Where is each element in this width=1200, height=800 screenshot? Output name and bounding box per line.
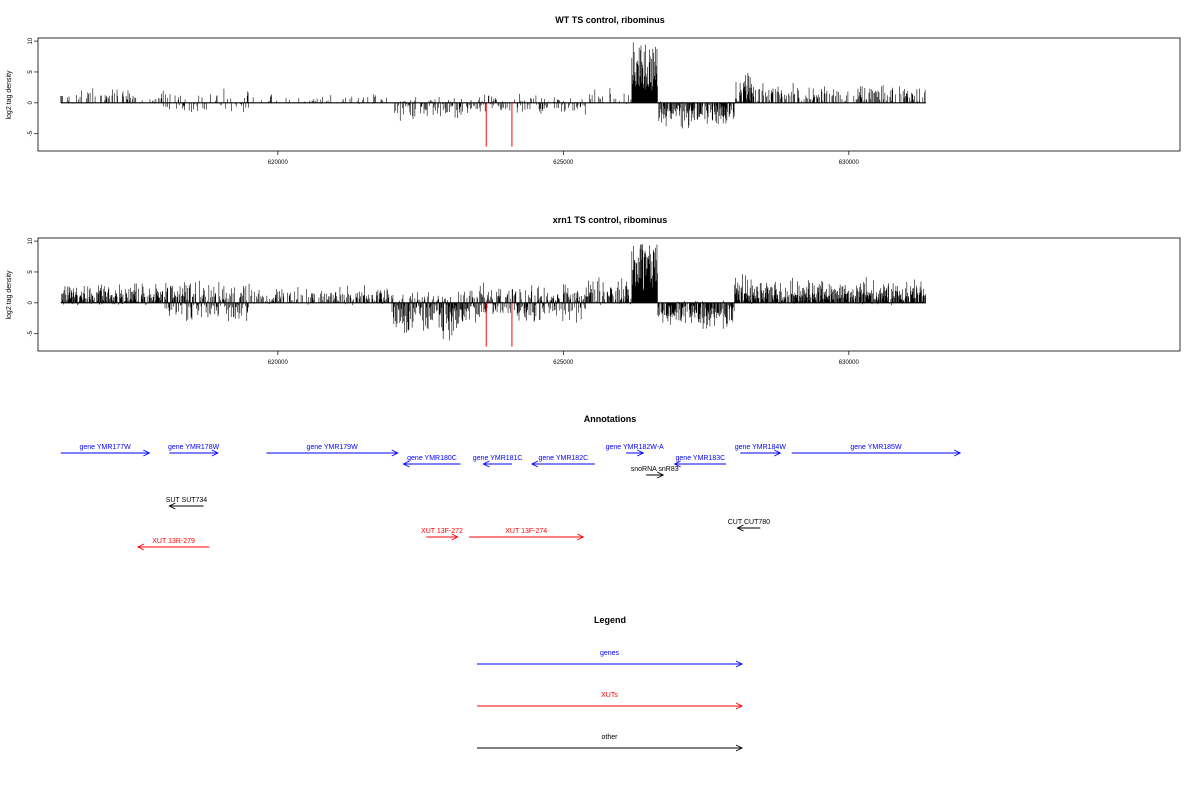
- feature-arrowhead: [637, 449, 645, 457]
- annotation-feature: gene YMR184W: [735, 444, 787, 457]
- x-tick-label: 625000: [553, 360, 574, 366]
- feature-label: XUT 13R-279: [152, 538, 195, 545]
- annotation-feature: gene YMR180C: [402, 455, 461, 468]
- feature-arrowhead: [530, 460, 539, 468]
- y-tick-label: 0: [28, 101, 34, 105]
- feature-arrowhead: [211, 449, 219, 457]
- annotation-feature: CUT CUT780: [728, 519, 770, 532]
- signal-bars: [60, 42, 926, 129]
- x-tick-label: 630000: [839, 360, 860, 366]
- feature-label: gene YMR180C: [407, 455, 457, 462]
- x-tick-label: 625000: [553, 160, 574, 166]
- annotation-feature: gene YMR179W: [266, 444, 399, 457]
- y-tick-label: 0: [28, 301, 34, 305]
- feature-label: XUT 13F-272: [421, 528, 463, 535]
- wt-track-axes: -5 0 5 10 620000 625000 630000: [28, 37, 859, 166]
- annotation-feature: gene YMR183C: [673, 455, 727, 468]
- legend-items: genes XUTs other: [477, 650, 744, 752]
- feature-label: gene YMR181C: [473, 455, 523, 462]
- legend-label: XUTs: [601, 692, 618, 699]
- feature-label: gene YMR185W: [850, 444, 902, 451]
- feature-arrowhead: [577, 533, 585, 541]
- annotation-feature: XUT 13R-279: [136, 538, 210, 551]
- annotation-feature: XUT 13F-272: [421, 528, 463, 541]
- legend-item-other: other: [477, 734, 744, 752]
- feature-arrowhead: [143, 449, 151, 457]
- feature-label: gene YMR182C: [538, 455, 588, 462]
- feature-label: gene YMR183C: [676, 455, 726, 462]
- feature-label: gene YMR179W: [306, 444, 358, 451]
- feature-label: gene YMR178W: [168, 444, 220, 451]
- feature-arrowhead: [657, 471, 665, 479]
- feature-arrowhead: [774, 449, 782, 457]
- legend-label: genes: [600, 650, 620, 657]
- feature-label: gene YMR177W: [79, 444, 131, 451]
- annotation-feature: gene YMR182W-A: [606, 444, 664, 457]
- feature-arrowhead: [736, 524, 744, 532]
- annotation-feature: gene YMR181C: [473, 455, 523, 468]
- x-tick-label: 630000: [839, 160, 860, 166]
- feature-arrowhead: [451, 533, 459, 541]
- y-tick-label: 10: [28, 37, 34, 44]
- annotation-feature: snoRNA snR83: [631, 466, 679, 479]
- signal-bars: [60, 244, 926, 341]
- xrn1-track-plot-frame: [37, 237, 1181, 352]
- feature-arrowhead: [953, 449, 962, 457]
- feature-label: SUT SUT734: [166, 497, 208, 504]
- annotation-feature: gene YMR182C: [530, 455, 595, 468]
- y-tick-label: -5: [28, 330, 34, 336]
- feature-label: gene YMR182W-A: [606, 444, 664, 451]
- wt-track-panel: WT TS control, ribominus log2 tag densit…: [6, 15, 1181, 166]
- feature-label: CUT CUT780: [728, 519, 770, 526]
- legend-title: Legend: [594, 615, 626, 625]
- feature-label: XUT 13F-274: [505, 528, 547, 535]
- y-tick-label: 5: [28, 70, 34, 74]
- annotations-panel: Annotations gene YMR177W gene YMR178W gene…: [60, 414, 962, 551]
- feature-arrowhead: [168, 502, 176, 510]
- legend-panel: Legend genes XUTs other: [477, 615, 744, 752]
- xrn1-track-title: xrn1 TS control, ribominus: [553, 215, 668, 225]
- wt-track-title: WT TS control, ribominus: [555, 15, 665, 25]
- xrn1-track-bars: [60, 244, 926, 347]
- legend-arrowhead: [735, 660, 744, 668]
- y-tick-label: 10: [28, 237, 34, 244]
- annotations-title: Annotations: [584, 414, 637, 424]
- y-tick-label: 5: [28, 270, 34, 274]
- xrn1-track-panel: xrn1 TS control, ribominus log2 tag dens…: [6, 215, 1181, 366]
- feature-arrowhead: [402, 460, 410, 468]
- annotation-feature: SUT SUT734: [166, 497, 208, 510]
- xrn1-track-axes: -5 0 5 10 620000 625000 630000: [28, 237, 859, 366]
- feature-label: snoRNA snR83: [631, 466, 679, 473]
- y-tick-label: -5: [28, 130, 34, 136]
- feature-label: gene YMR184W: [735, 444, 787, 451]
- annotation-feature: gene YMR185W: [791, 444, 962, 457]
- annotation-feature: gene YMR178W: [168, 444, 220, 457]
- wt-track-ylabel: log2 tag density: [6, 70, 13, 120]
- legend-arrowhead: [735, 744, 744, 752]
- legend-arrowhead: [735, 702, 744, 710]
- feature-arrowhead: [482, 460, 490, 468]
- annotation-feature: XUT 13F-274: [469, 528, 585, 541]
- annotation-features: gene YMR177W gene YMR178W gene YMR179W gene…: [60, 444, 962, 551]
- annotation-feature: gene YMR177W: [60, 444, 151, 457]
- x-tick-label: 620000: [268, 160, 289, 166]
- legend-label: other: [602, 734, 619, 741]
- wt-track-plot-frame: [37, 37, 1181, 152]
- feature-arrowhead: [673, 460, 681, 468]
- feature-arrowhead: [391, 449, 399, 457]
- wt-track-bars: [60, 42, 926, 147]
- legend-item-XUTs: XUTs: [477, 692, 744, 710]
- legend-item-genes: genes: [477, 650, 744, 668]
- xrn1-track-ylabel: log2 tag density: [6, 270, 13, 320]
- x-tick-label: 620000: [268, 360, 289, 366]
- feature-arrowhead: [136, 543, 145, 551]
